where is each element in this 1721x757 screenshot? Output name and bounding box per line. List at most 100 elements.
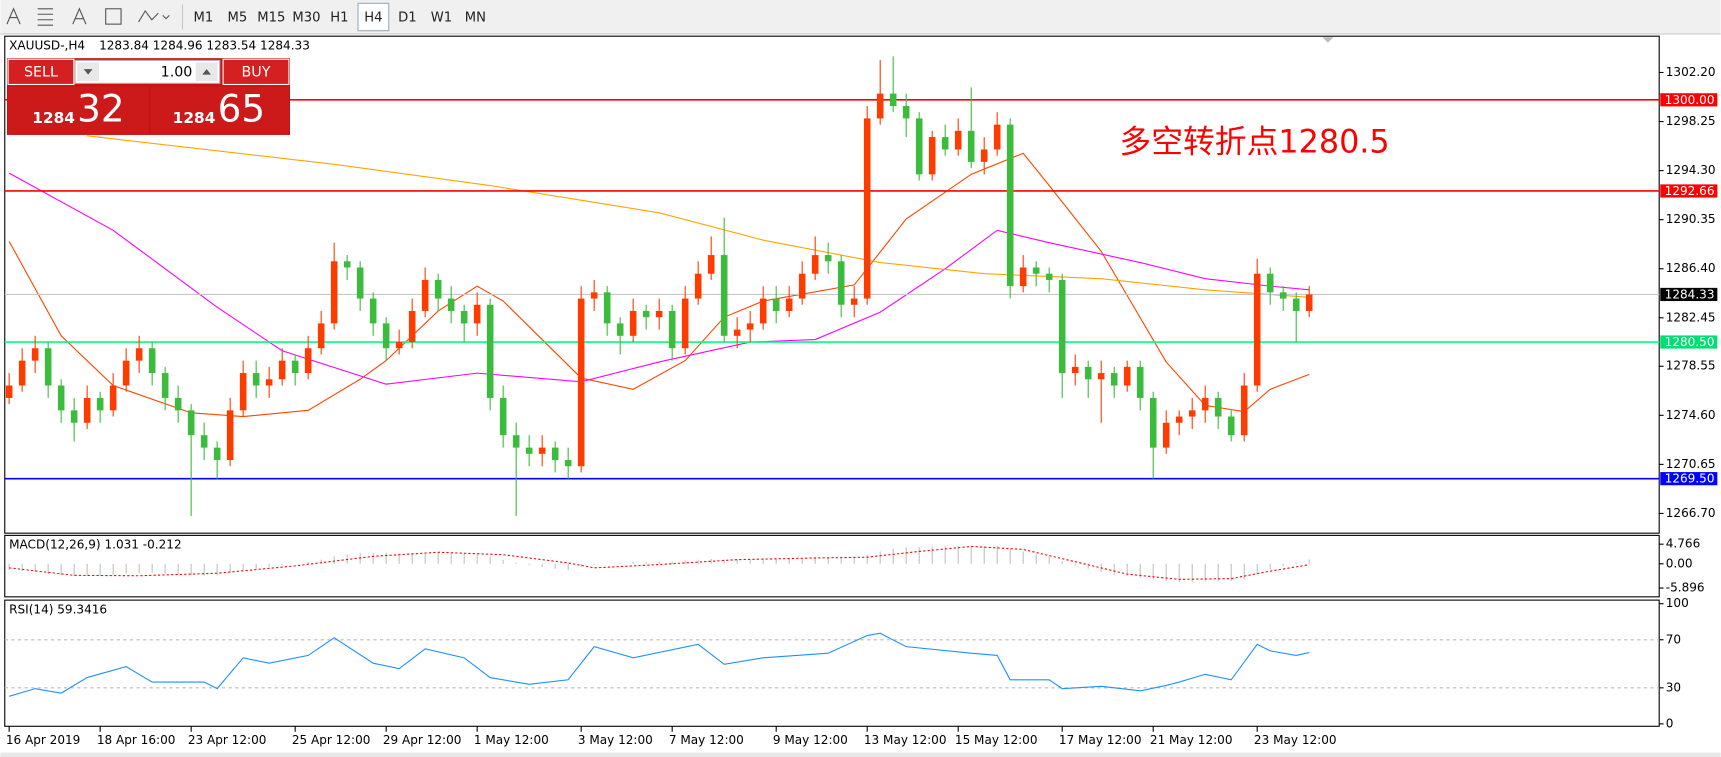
shift-marker — [1322, 37, 1334, 43]
price-level-box — [1660, 335, 1718, 349]
x-tick-label: 1 May 12:00 — [474, 733, 549, 747]
rsi-line — [8, 632, 1310, 697]
timeframe-button[interactable]: H1 — [330, 11, 348, 26]
candle-body — [5, 385, 13, 398]
tab-bar — [0, 752, 1721, 757]
candle-body — [694, 273, 702, 299]
candle-body — [551, 447, 559, 461]
candle-body — [941, 137, 949, 150]
timeframe-button[interactable]: M15 — [257, 11, 285, 26]
price-level-label: 1284.33 — [1665, 287, 1715, 301]
x-tick-label: 15 May 12:00 — [955, 733, 1038, 747]
candle-body — [239, 373, 247, 411]
ask-box[interactable] — [150, 86, 289, 134]
candle-body — [226, 410, 234, 461]
x-tick-label: 21 May 12:00 — [1150, 733, 1233, 747]
candle-body — [967, 130, 975, 162]
bid-box[interactable] — [8, 86, 149, 134]
macd-pane — [4, 534, 1660, 598]
candle-body — [252, 373, 260, 386]
timeframe-button[interactable]: M5 — [227, 11, 247, 26]
candle-body — [1032, 267, 1040, 274]
label-icon[interactable] — [105, 8, 122, 25]
y-tick-label: 1274.60 — [1666, 408, 1716, 422]
down-arrow — [83, 69, 93, 75]
candle-body — [395, 342, 403, 349]
y-tick-label: 1302.20 — [1666, 65, 1716, 79]
timeframe-button[interactable]: W1 — [431, 11, 452, 26]
candle-body — [213, 447, 221, 461]
bid-big: 1284 — [32, 109, 75, 127]
candle-body — [317, 323, 325, 349]
price-level-box — [1660, 287, 1718, 302]
crosshair-icon[interactable] — [6, 7, 21, 25]
candle-body — [707, 255, 715, 274]
up-arrow — [202, 69, 212, 75]
x-tick-label: 23 May 12:00 — [1254, 733, 1337, 747]
price-level-box — [1660, 93, 1718, 107]
candle-body — [1292, 298, 1300, 311]
candle-body — [603, 292, 611, 324]
candle-body — [577, 298, 585, 467]
x-tick-label: 9 May 12:00 — [773, 733, 848, 747]
timeframe-button[interactable]: D1 — [398, 11, 417, 26]
candle-body — [1019, 267, 1027, 287]
y-tick-label: -5.896 — [1666, 581, 1705, 595]
x-tick-label: 29 Apr 12:00 — [383, 733, 462, 747]
grid-icon[interactable] — [37, 8, 54, 26]
candle-body — [772, 298, 780, 311]
candle-body — [915, 118, 923, 175]
candle-body — [421, 279, 429, 311]
candle-body — [96, 397, 104, 411]
candle-body — [863, 118, 871, 299]
text-icon[interactable] — [72, 7, 87, 25]
x-axis: 16 Apr 2019 18 Apr 16:00 23 Apr 12:00 25 Ap… — [6, 726, 1337, 747]
x-tick-label: 13 May 12:00 — [864, 733, 947, 747]
candle-body — [512, 435, 520, 448]
candle-body — [473, 304, 481, 324]
price-level-box — [1660, 184, 1718, 198]
candle-body — [460, 310, 468, 324]
candle-body — [330, 261, 338, 324]
lot-input[interactable] — [74, 59, 221, 84]
shapes-icon[interactable] — [138, 9, 170, 23]
trade-panel: SELL 1.00 BUY 1284 32 1284 65 — [6, 58, 291, 135]
x-tick-label: 7 May 12:00 — [669, 733, 744, 747]
candle-body — [109, 385, 117, 411]
candle-body — [902, 106, 910, 119]
timeframe-button[interactable]: MN — [465, 11, 486, 26]
timeframe-button[interactable]: M1 — [193, 11, 213, 26]
candle-body — [161, 373, 169, 398]
rsi-title: RSI(14) 59.3416 — [9, 602, 107, 616]
candle-body — [1162, 422, 1170, 448]
candle-body — [343, 261, 351, 268]
candle-body — [1045, 273, 1053, 280]
candle-body — [1266, 273, 1274, 293]
candle-body — [1149, 397, 1157, 448]
timeframes: M1 M5 M15 M30 H1 H4 D1 W1 MN — [193, 11, 486, 26]
y-tick-label: 4.766 — [1666, 537, 1701, 551]
timeframe-button[interactable]: H4 — [364, 11, 382, 26]
sell-button[interactable] — [7, 58, 75, 86]
timeframe-button[interactable]: M30 — [292, 11, 320, 26]
rsi-chart: 100 70 30 0 — [4, 596, 1689, 730]
candle-body — [291, 360, 299, 374]
candle-body — [434, 279, 442, 299]
candle-body — [824, 255, 832, 262]
price-level-label: 1280.50 — [1665, 335, 1715, 349]
y-tick-label: 1270.65 — [1666, 457, 1716, 471]
x-tick-label: 23 Apr 12:00 — [188, 733, 267, 747]
candle-body — [564, 460, 572, 467]
y-tick-label: 1282.45 — [1666, 310, 1716, 324]
candle-body — [1214, 397, 1222, 417]
candle-body — [122, 360, 130, 386]
candle-body — [668, 310, 676, 349]
buy-button[interactable] — [222, 58, 290, 86]
candle-body — [187, 410, 195, 436]
candle-body — [720, 255, 728, 336]
y-tick-label: 0.00 — [1666, 556, 1693, 570]
candle-body — [525, 447, 533, 454]
candle-body — [278, 360, 286, 380]
candle-body — [642, 310, 650, 318]
